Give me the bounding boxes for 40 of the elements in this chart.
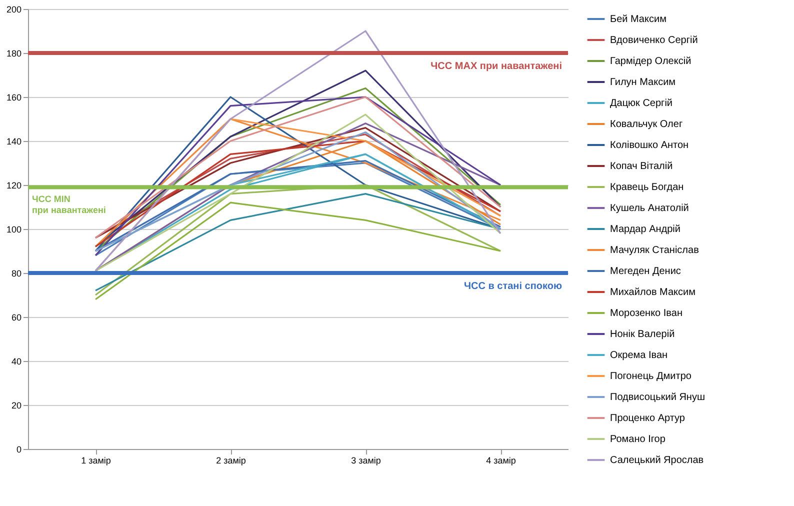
legend-label: Морозенко Іван [610,308,682,319]
legend-label: Вдовиченко Сергій [610,35,698,46]
y-tick-label: 140 [6,136,22,146]
legend-label: Гармідер Олексій [610,56,692,67]
y-tick-label: 120 [6,180,22,190]
legend-label: Дацюк Сергій [610,98,673,109]
ref-line-label: ЧСС в стані спокою [464,281,562,292]
legend-label: Бей Максим [610,14,667,25]
legend-label: Нонік Валерій [610,329,675,340]
legend-label: Подвисоцький Януш [610,392,705,403]
x-tick-label: 4 замір [486,456,516,466]
legend-label: Ковальчук Олег [610,119,683,130]
y-tick-label: 0 [16,444,22,454]
y-tick-label: 40 [11,356,22,366]
legend-label: Гилун Максим [610,77,676,88]
x-tick-label: 1 замір [81,456,111,466]
ref-line-label: ЧСС MIN при навантажені [32,194,106,216]
y-tick-label: 60 [11,312,22,322]
legend-label: Михайлов Максим [610,287,696,298]
legend-label: Колівошко Антон [610,140,689,151]
y-tick-label: 100 [6,224,22,234]
y-tick-label: 200 [6,4,22,14]
legend-label: Проценко Артур [610,413,686,424]
legend-label: Мегеден Денис [610,266,681,277]
legend-label: Мачуляк Станіслав [610,245,699,256]
y-tick-label: 160 [6,92,22,102]
legend-label: Мардар Андрій [610,224,680,235]
y-tick-label: 180 [6,48,22,58]
y-tick-label: 20 [11,400,22,410]
legend-label: Романо Ігор [610,434,666,445]
legend-label: Погонець Дмитро [610,371,692,382]
y-tick-label: 80 [11,268,22,278]
legend-label: Салецький Ярослав [610,455,704,466]
legend-label: Копач Віталій [610,161,673,172]
legend-label: Окрема Іван [610,350,668,361]
ref-line-label: ЧСС MAX при навантажені [430,61,562,72]
legend-label: Кушель Анатолій [610,203,689,214]
legend-label: Кравець Богдан [610,182,684,193]
x-tick-label: 2 замір [216,456,246,466]
x-tick-label: 3 замір [351,456,381,466]
